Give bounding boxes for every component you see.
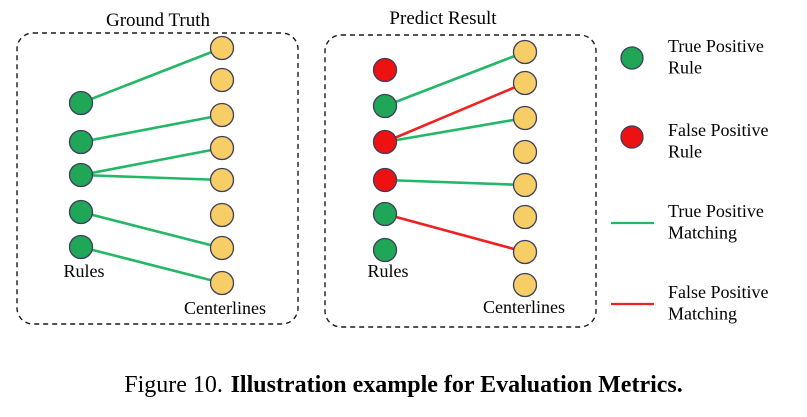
true-positive-matching-edge xyxy=(80,46,223,105)
centerline-node xyxy=(512,272,538,298)
true-positive-matching-edge xyxy=(80,245,223,285)
true-positive-matching-edge xyxy=(80,113,223,144)
centerline-node xyxy=(209,270,235,296)
figure-caption-title: Illustration example for Evaluation Metr… xyxy=(230,372,683,398)
true-positive-rule-node xyxy=(372,201,398,227)
true-positive-rule-node xyxy=(68,90,94,116)
true-positive-rule-node xyxy=(68,199,94,225)
legend-marker-true-positive-rule-icon xyxy=(620,46,644,70)
false-positive-matching-edge xyxy=(384,212,526,254)
legend-label-false-positive-rule-line2: Rule xyxy=(668,142,702,162)
centerline-node xyxy=(512,105,538,131)
legend-label-false-positive-matching-line2: Matching xyxy=(668,304,737,324)
false-positive-rule-node xyxy=(372,57,398,83)
panel-box-predict-result xyxy=(324,34,597,328)
true-positive-rule-node xyxy=(68,162,94,188)
legend-label-true-positive-rule-line1: True Positive xyxy=(668,36,764,56)
centerline-node xyxy=(209,35,235,61)
true-positive-matching-edge xyxy=(80,210,223,250)
panel-title-predict-result: Predict Result xyxy=(389,8,497,29)
rules-label-ground-truth: Rules xyxy=(63,261,104,281)
legend-label-false-positive-matching-line1: False Positive xyxy=(668,282,769,302)
centerline-node xyxy=(512,139,538,165)
centerline-node xyxy=(512,172,538,198)
true-positive-matching-edge xyxy=(80,146,223,177)
true-positive-rule-node xyxy=(68,234,94,260)
true-positive-matching-edge xyxy=(384,50,526,108)
true-positive-matching-edge xyxy=(384,116,526,144)
centerline-node xyxy=(512,204,538,230)
true-positive-rule-node xyxy=(372,237,398,263)
centerline-node xyxy=(209,67,235,93)
centerline-node xyxy=(209,135,235,161)
centerline-node xyxy=(209,202,235,228)
centerline-node xyxy=(512,70,538,96)
true-positive-rule-node xyxy=(372,93,398,119)
centerline-node xyxy=(512,39,538,65)
false-positive-rule-node xyxy=(372,129,398,155)
legend-label-true-positive-rule-line2: Rule xyxy=(668,58,702,78)
true-positive-matching-edge xyxy=(384,178,526,187)
centerline-node xyxy=(512,239,538,265)
figure-caption-number: Figure 10. xyxy=(124,372,223,398)
centerlines-label-ground-truth: Centerlines xyxy=(184,298,266,318)
panel-title-ground-truth: Ground Truth xyxy=(106,10,210,31)
legend-label-true-positive-matching-line2: Matching xyxy=(668,223,737,243)
evaluation-metrics-diagram: Ground Truth Rules Centerlines Predict Resu… xyxy=(16,8,769,328)
centerline-node xyxy=(209,102,235,128)
false-positive-matching-edge xyxy=(384,81,526,144)
true-positive-rule-node xyxy=(68,129,94,155)
false-positive-rule-node xyxy=(372,167,398,193)
figure-caption: Figure 10. Illustration example for Evalu… xyxy=(0,372,807,399)
centerlines-label-predict-result: Centerlines xyxy=(483,297,565,317)
legend-marker-false-positive-rule-icon xyxy=(620,125,644,149)
true-positive-matching-edge xyxy=(80,173,223,182)
legend-label-false-positive-rule-line1: False Positive xyxy=(668,120,769,140)
centerline-node xyxy=(209,167,235,193)
centerline-node xyxy=(209,235,235,261)
rules-label-predict-result: Rules xyxy=(367,261,408,281)
legend-label-true-positive-matching-line1: True Positive xyxy=(668,201,764,221)
